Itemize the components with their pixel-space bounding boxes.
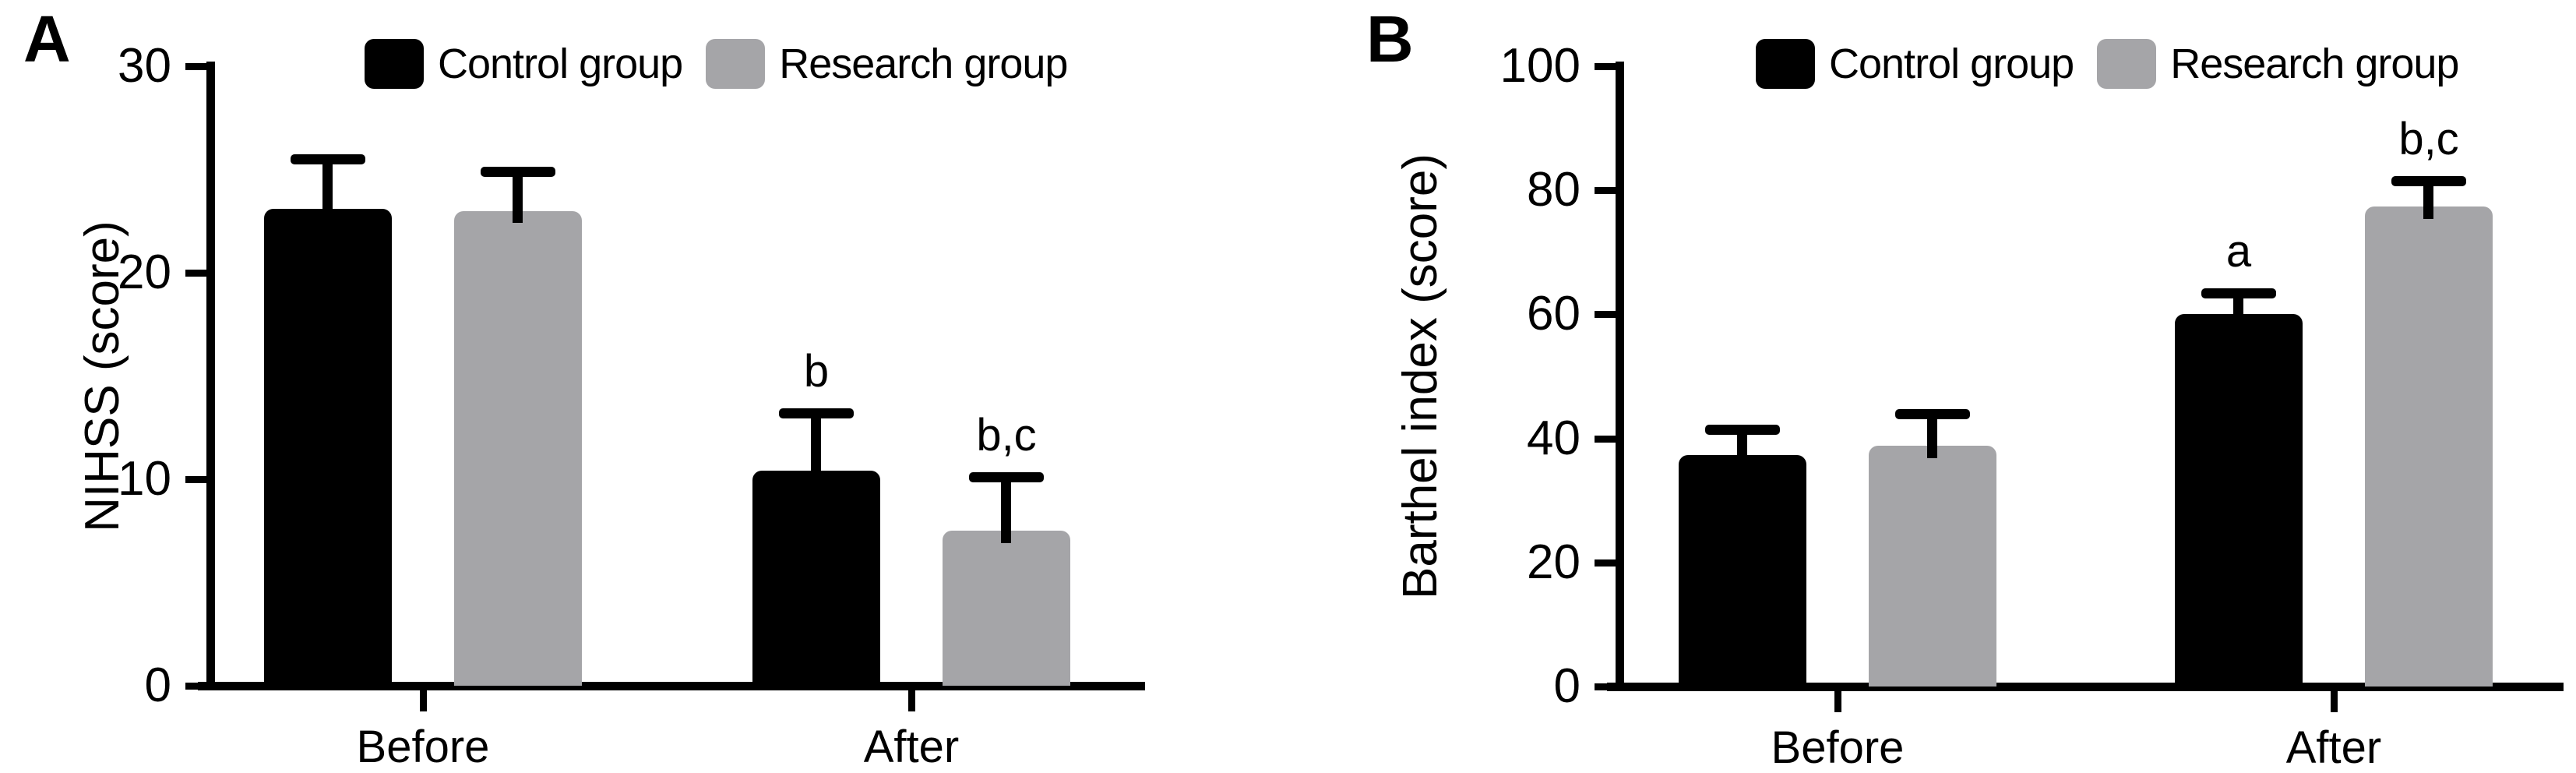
error-bar-stem xyxy=(1737,429,1747,468)
y-tick-mark xyxy=(1595,63,1616,70)
bar-before-control-group xyxy=(1679,455,1806,687)
error-bar-stem xyxy=(811,413,821,484)
y-tick-label: 30 xyxy=(118,39,171,93)
error-bar-cap xyxy=(969,472,1044,483)
bar-after-research-group xyxy=(943,531,1070,686)
error-bar-cap xyxy=(291,154,365,165)
bar-after-control-group xyxy=(2175,313,2303,687)
error-bar-stem xyxy=(513,171,523,224)
error-bar-stem xyxy=(2233,293,2243,326)
x-tick-mark xyxy=(2331,691,2338,712)
y-tick-mark xyxy=(185,476,206,483)
legend-item-control-group: Control group xyxy=(1756,39,2074,89)
y-axis-line xyxy=(1616,62,1624,691)
error-bar-cap xyxy=(2391,176,2466,187)
significance-label-b-c: b,c xyxy=(976,410,1037,461)
y-tick-label: 100 xyxy=(1499,39,1580,93)
category-label-before: Before xyxy=(356,722,490,772)
legend-item-research-group: Research group xyxy=(706,39,1068,89)
legend-label-control-group: Control group xyxy=(438,41,683,87)
error-bar-stem xyxy=(1001,477,1011,544)
error-bar-cap xyxy=(1895,408,1970,419)
bar-after-control-group xyxy=(752,471,880,686)
error-bar-stem xyxy=(2423,181,2433,219)
y-tick-mark xyxy=(185,270,206,277)
bar-before-research-group xyxy=(454,210,582,686)
y-tick-mark xyxy=(185,683,206,690)
panel-label-a: A xyxy=(23,2,71,76)
panel-b-barthel: B 0 20 40 60 80 100 Before After Barthel index (s… xyxy=(1288,0,2576,773)
y-tick-mark xyxy=(185,63,206,70)
y-tick-mark xyxy=(1595,559,1616,567)
y-tick-label: 0 xyxy=(144,658,171,712)
legend-swatch-control-group xyxy=(365,39,424,89)
y-tick-mark xyxy=(1595,435,1616,443)
y-tick-label: 80 xyxy=(1527,163,1580,217)
bar-before-control-group xyxy=(264,208,392,686)
panel-label-b: B xyxy=(1366,2,1414,76)
y-tick-mark xyxy=(1595,187,1616,195)
legend-item-research-group: Research group xyxy=(2097,39,2459,89)
x-axis-line xyxy=(1607,683,2564,691)
legend-label-research-group: Research group xyxy=(2170,41,2459,87)
y-tick-label: 20 xyxy=(1527,535,1580,589)
legend-swatch-control-group xyxy=(1756,39,1815,89)
x-tick-mark xyxy=(1834,691,1841,712)
significance-label-a: a xyxy=(2225,226,2252,277)
panel-a-nihss: A 0 10 20 30 Before After NIHSS (score) Control … xyxy=(23,2,1145,772)
bar-after-research-group xyxy=(2365,206,2493,687)
y-axis-line xyxy=(206,62,215,690)
legend-label-control-group: Control group xyxy=(1829,41,2074,87)
y-tick-label: 20 xyxy=(118,245,171,299)
y-tick-label: 40 xyxy=(1527,411,1580,465)
y-tick-label: 10 xyxy=(118,452,171,506)
y-tick-label: 0 xyxy=(1553,659,1580,713)
x-tick-mark xyxy=(908,690,915,711)
significance-label-b-c: b,c xyxy=(2398,114,2459,165)
category-label-before: Before xyxy=(1771,722,1905,773)
bar-before-research-group xyxy=(1869,446,1996,687)
y-tick-mark xyxy=(1595,311,1616,319)
error-bar-cap xyxy=(779,408,854,419)
category-label-after: After xyxy=(863,722,960,772)
error-bar-stem xyxy=(1927,413,1937,459)
legend: Control group Research group xyxy=(1756,39,2459,89)
legend-item-control-group: Control group xyxy=(365,39,683,89)
x-axis-line xyxy=(198,682,1145,690)
error-bar-cap xyxy=(481,167,555,178)
legend-label-research-group: Research group xyxy=(779,41,1068,87)
x-tick-mark xyxy=(420,690,427,711)
y-tick-label: 60 xyxy=(1527,287,1580,341)
error-bar-cap xyxy=(2201,288,2276,299)
y-tick-mark xyxy=(1595,683,1616,690)
legend: Control group Research group xyxy=(365,39,1068,89)
y-axis-title: NIHSS (score) xyxy=(76,221,129,532)
legend-swatch-research-group xyxy=(2097,39,2157,89)
y-axis-title: Barthel index (score) xyxy=(1394,153,1447,600)
significance-label-b: b xyxy=(803,346,830,397)
error-bar-cap xyxy=(1705,424,1780,435)
legend-swatch-research-group xyxy=(706,39,766,89)
category-label-after: After xyxy=(2285,722,2382,773)
error-bar-stem xyxy=(322,159,333,221)
